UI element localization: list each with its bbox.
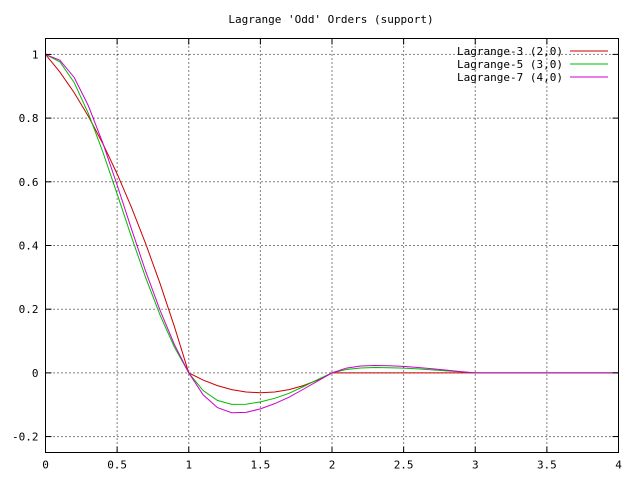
legend: Lagrange-3 (2,0)Lagrange-5 (3,0)Lagrange… [457, 45, 608, 84]
x-tick-label: 3 [472, 459, 479, 472]
y-tick-label: 0.4 [19, 240, 39, 253]
y-tick-label: 0 [32, 367, 39, 380]
x-tick-label: 4 [615, 459, 622, 472]
series-line-1 [45, 54, 619, 394]
axis-ticks: 0 0.5 1 1.5 2 2.5 3 3.5 4 1 0.8 0.6 0.4 0.2 0 -0.2 [12, 38, 622, 472]
plot-frame [45, 38, 619, 453]
x-tick-label: 0.5 [107, 459, 127, 472]
legend-label: Lagrange-7 (4,0) [457, 71, 563, 84]
y-tick-label: 1 [32, 48, 39, 61]
y-tick-label: 0.8 [19, 112, 39, 125]
legend-label: Lagrange-5 (3,0) [457, 58, 563, 71]
legend-label: Lagrange-3 (2,0) [457, 45, 563, 58]
x-tick-label: 2 [329, 459, 336, 472]
series-line-3 [45, 53, 619, 414]
y-tick-label: -0.2 [12, 431, 39, 444]
x-tick-label: 1 [185, 459, 192, 472]
x-tick-label: 1.5 [250, 459, 270, 472]
x-tick-label: 3.5 [537, 459, 557, 472]
grid [45, 38, 619, 453]
y-tick-label: 0.2 [19, 303, 39, 316]
series-lines [45, 53, 619, 414]
y-tick-label: 0.6 [19, 176, 39, 189]
x-tick-label: 2.5 [394, 459, 414, 472]
chart-title: Lagrange 'Odd' Orders (support) [228, 13, 433, 26]
x-tick-label: 0 [42, 459, 49, 472]
